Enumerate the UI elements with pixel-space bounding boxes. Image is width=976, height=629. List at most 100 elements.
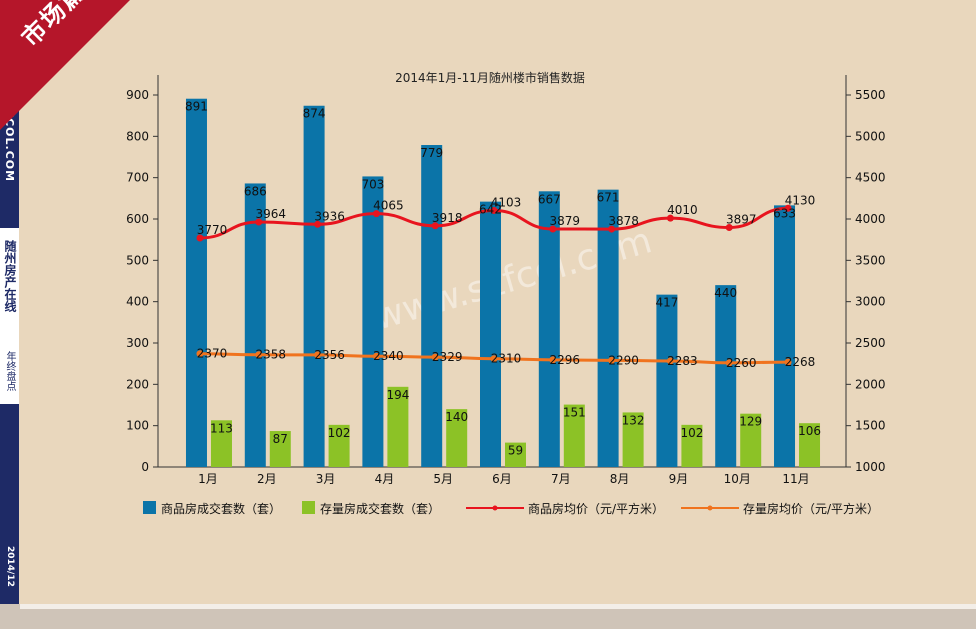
y-left-tick-label: 600 [126, 212, 149, 226]
bar-commercial [480, 201, 501, 467]
x-tick-label: 10月 [724, 472, 751, 486]
bars [185, 98, 821, 468]
bar-commercial [597, 189, 619, 468]
y-right-tick-label: 1000 [855, 460, 886, 474]
x-tick-label: 6月 [492, 472, 512, 486]
y-right-tick-label: 5500 [855, 88, 886, 102]
price-commercial-point [431, 222, 439, 230]
price-commercial-label: 3878 [608, 214, 639, 228]
chart-title: 2014年1月-11月随州楼市销售数据 [395, 70, 585, 85]
brand-box [0, 228, 19, 404]
price-commercial-point [490, 206, 498, 214]
y-left-tick-label: 500 [126, 253, 149, 267]
bar-commercial [362, 176, 384, 467]
legend-swatch [143, 501, 156, 514]
price-existing-label: 2310 [491, 352, 522, 366]
price-commercial-point [255, 218, 263, 226]
bar-label-existing: 59 [508, 444, 523, 458]
bar-commercial [774, 205, 796, 468]
x-tick-label: 11月 [782, 472, 809, 486]
legend-swatch [302, 501, 315, 514]
bar-label-commercial: 779 [420, 146, 443, 160]
bar-commercial [421, 145, 443, 467]
y-left-tick-label: 400 [126, 295, 149, 309]
y-right-tick-label: 4500 [855, 171, 886, 185]
price-existing-point [196, 350, 204, 358]
x-tick-label: 4月 [375, 472, 395, 486]
bar-label-commercial: 633 [773, 206, 796, 220]
price-existing-label: 2340 [373, 349, 404, 363]
price-commercial-label: 4130 [785, 193, 816, 207]
legend-label: 商品房均价（元/平方米） [528, 501, 664, 516]
bar-label-existing: 129 [739, 415, 762, 429]
bar-commercial [656, 294, 678, 467]
price-commercial-label: 4065 [373, 199, 404, 213]
bar-existing [740, 413, 762, 467]
bar-label-existing: 87 [273, 432, 288, 446]
bar-label-existing: 140 [445, 410, 468, 424]
price-existing-point [549, 356, 557, 364]
bar-existing [799, 423, 821, 467]
y-left-tick-label: 900 [126, 88, 149, 102]
x-tick-label: 1月 [198, 472, 218, 486]
bar-label-commercial: 671 [597, 191, 620, 205]
bar-label-commercial: 417 [655, 296, 678, 310]
y-right-tick-label: 5000 [855, 129, 886, 143]
price-commercial-point [196, 234, 204, 242]
bar-commercial [303, 105, 325, 467]
bar-existing [387, 386, 409, 467]
price-existing-label: 2370 [197, 347, 228, 361]
bar-existing [681, 424, 703, 467]
price-existing-label: 2268 [785, 355, 816, 369]
y-right-tick-label: 1500 [855, 419, 886, 433]
price-existing-point [314, 351, 322, 359]
y-right-tick-label: 3500 [855, 253, 886, 267]
y-left-tick-label: 100 [126, 419, 149, 433]
y-left-tick-label: 200 [126, 377, 149, 391]
bar-label-commercial: 686 [244, 184, 267, 198]
price-existing-point [608, 356, 616, 364]
price-commercial-label: 4010 [667, 203, 698, 217]
price-existing-label: 2260 [726, 356, 757, 370]
price-existing-point [372, 352, 380, 360]
price-commercial-label: 3918 [432, 211, 463, 225]
bar-label-existing: 102 [680, 426, 703, 440]
x-tick-label: 2月 [257, 472, 277, 486]
y-right-tick-label: 2000 [855, 377, 886, 391]
price-existing-label: 2329 [432, 350, 463, 364]
brand-vertical: 随州房产在线 [3, 240, 17, 312]
price-commercial-label: 3879 [550, 214, 581, 228]
legend-marker [707, 505, 713, 511]
y-right-tick-label: 4000 [855, 212, 886, 226]
y-left-tick-label: 800 [126, 129, 149, 143]
price-existing-point [666, 357, 674, 365]
subtitle-vertical: 年终盘点 [4, 351, 15, 391]
bar-existing [269, 431, 291, 467]
bar-label-existing: 102 [328, 426, 351, 440]
y-left-tick-label: 0 [141, 460, 149, 474]
price-existing-label: 2296 [550, 353, 581, 367]
price-existing-point [431, 353, 439, 361]
bar-existing [505, 442, 526, 467]
bar-label-existing: 132 [622, 413, 645, 427]
x-tick-label: 7月 [551, 472, 571, 486]
legend: 商品房成交套数（套） 存量房成交套数（套） 商品房均价（元/平方米） 存量房均价（元/… [143, 501, 879, 516]
price-commercial-point [608, 225, 616, 233]
price-commercial-label: 3964 [256, 207, 287, 221]
legend-label: 商品房成交套数（套） [161, 501, 281, 516]
price-existing-label: 2290 [608, 353, 639, 367]
bar-label-existing: 194 [386, 388, 409, 402]
price-existing-label: 2358 [256, 348, 287, 362]
price-commercial-point [372, 210, 380, 218]
bar-existing [622, 412, 644, 467]
y-left-tick-label: 300 [126, 336, 149, 350]
bar-label-commercial: 440 [714, 286, 737, 300]
price-commercial-label: 3770 [197, 223, 228, 237]
bar-label-commercial: 891 [185, 100, 208, 114]
price-commercial-point [784, 204, 792, 212]
bar-commercial [538, 191, 560, 467]
bar-existing [210, 420, 232, 467]
bar-existing [328, 424, 350, 467]
data-labels: 891 686 874 703 779 642 667 671 417 440 633 113 87 10… [185, 100, 821, 458]
